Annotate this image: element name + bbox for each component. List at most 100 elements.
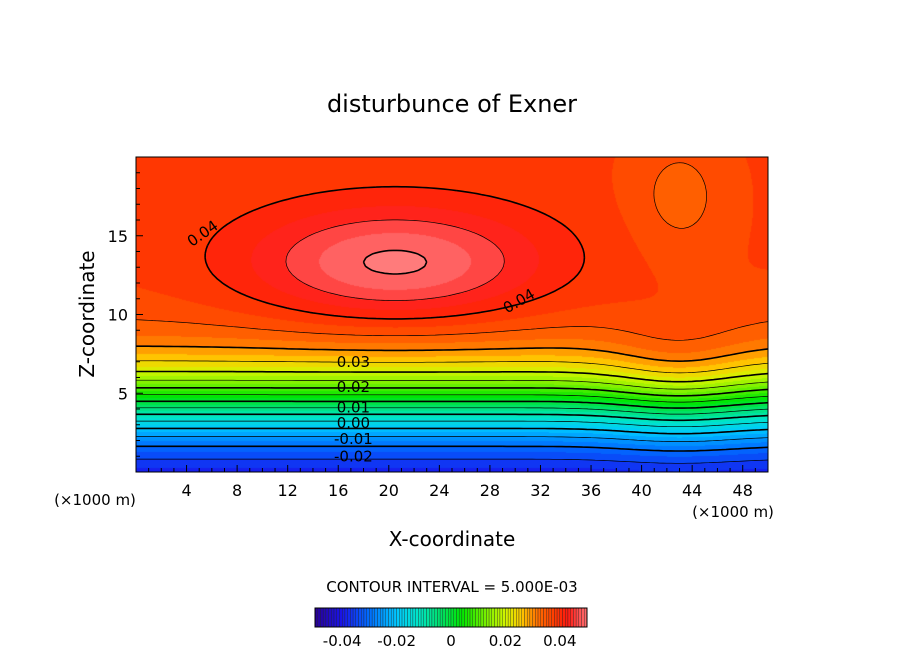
colorbar-cell xyxy=(366,607,370,628)
x-tick-label: 40 xyxy=(631,481,651,500)
contour-interval-text: CONTOUR INTERVAL = 5.000E-03 xyxy=(326,578,577,596)
contour-line xyxy=(136,394,769,403)
colorbar-cell xyxy=(469,607,473,628)
x-tick-label: 16 xyxy=(328,481,348,500)
contour-label: -0.01 xyxy=(334,430,373,448)
colorbar-cell xyxy=(445,607,449,628)
contour-line xyxy=(135,162,769,341)
colorbar-cell xyxy=(475,607,479,628)
colorbar-cell xyxy=(537,607,541,628)
colorbar-cell xyxy=(399,607,403,628)
colorbar-frame xyxy=(314,607,588,628)
contour-label: 0.01 xyxy=(337,398,370,416)
colorbar-cell xyxy=(426,607,430,628)
colorbar-cell xyxy=(556,607,560,628)
colorbar-cell xyxy=(431,607,435,628)
colorbar-cell xyxy=(442,607,446,628)
colorbar-tick-label: -0.02 xyxy=(377,632,416,650)
colorbar-cell xyxy=(322,607,327,628)
contour-line xyxy=(136,445,769,452)
colorbar-cell xyxy=(336,607,340,628)
colorbar-cell xyxy=(458,607,463,628)
y-tick-label: 15 xyxy=(108,227,128,246)
colorbar-tick-label: -0.04 xyxy=(323,632,362,650)
colorbar-cell xyxy=(355,607,359,628)
colorbar-cell xyxy=(499,607,503,628)
colorbar-cell xyxy=(333,607,337,628)
colorbar-cell xyxy=(453,607,457,628)
contour-line xyxy=(136,407,769,415)
plot-area: 0.040.040.030.020.010.00-0.01-0.02 xyxy=(135,156,769,473)
colorbar-tick-labels: -0.04 -0.02 0 0.02 0.04 xyxy=(323,632,577,650)
contour-line xyxy=(136,360,769,374)
colorbar-cell xyxy=(382,607,386,628)
x-tick-label: 28 xyxy=(480,481,500,500)
colorbar-cell xyxy=(339,607,343,628)
colorbar-cell xyxy=(429,607,433,628)
contour-line xyxy=(136,387,769,397)
colorbar-cell xyxy=(401,607,405,628)
colorbar-cell xyxy=(415,607,419,628)
colorbar: -0.04 -0.02 0 0.02 0.04 xyxy=(314,607,588,650)
x-tick-label: 36 xyxy=(581,481,601,500)
colorbar-cell xyxy=(420,607,424,628)
colorbar-cell xyxy=(578,607,582,628)
x-tick-label: 12 xyxy=(278,481,298,500)
x-tick-label: 24 xyxy=(429,481,449,500)
colorbar-cell xyxy=(325,607,329,628)
colorbar-cell xyxy=(331,607,335,628)
contour-line xyxy=(136,400,769,409)
colorbar-cell xyxy=(497,607,501,628)
colorbar-cell xyxy=(478,607,482,628)
y-tick-label: 5 xyxy=(118,384,128,403)
colorbar-cell xyxy=(350,607,354,628)
x-tick-label: 32 xyxy=(530,481,550,500)
contour-line xyxy=(136,436,769,442)
colorbar-cell xyxy=(358,607,362,628)
contour-label: 0.02 xyxy=(337,378,370,396)
colorbar-cell xyxy=(385,607,389,628)
colorbar-cell xyxy=(567,607,571,628)
colorbar-cell xyxy=(535,607,539,628)
colorbar-cell xyxy=(581,607,585,628)
x-unit-right: (×1000 m) xyxy=(692,503,774,521)
colorbar-cell xyxy=(328,607,332,628)
colorbar-cell xyxy=(374,607,378,628)
colorbar-cell xyxy=(404,607,408,628)
contour-label: -0.02 xyxy=(334,447,373,465)
colorbar-cell xyxy=(352,607,356,628)
x-tick-label: 8 xyxy=(232,481,242,500)
colorbar-cell xyxy=(551,607,555,628)
colorbar-cell xyxy=(407,607,411,628)
colorbar-cell xyxy=(347,607,351,628)
colorbar-cell xyxy=(437,607,441,628)
contour-line xyxy=(285,219,505,301)
colorbar-cell xyxy=(529,607,533,628)
x-unit-left: (×1000 m) xyxy=(54,491,136,509)
x-tick-label: 44 xyxy=(682,481,702,500)
colorbar-cell xyxy=(516,607,520,628)
contour-line xyxy=(136,370,769,383)
colorbar-cell xyxy=(434,607,438,628)
x-axis-label: X-coordinate xyxy=(389,527,516,551)
contour-line xyxy=(136,379,769,390)
contour-line xyxy=(362,249,428,275)
colorbar-cell xyxy=(575,607,580,628)
colorbar-cell xyxy=(361,607,365,628)
contour-label: 0.03 xyxy=(337,353,370,371)
colorbar-cell xyxy=(546,607,550,628)
colorbar-cell xyxy=(396,607,400,628)
colorbar-cell xyxy=(491,607,495,628)
colorbar-cell xyxy=(540,607,544,628)
x-tick-label: 4 xyxy=(181,481,191,500)
colorbar-cell xyxy=(439,607,444,628)
colorbar-cell xyxy=(344,607,348,628)
contour-fill xyxy=(136,157,768,472)
colorbar-cell xyxy=(467,607,471,628)
x-tick-label: 48 xyxy=(733,481,753,500)
colorbar-cell xyxy=(524,607,528,628)
contour-line xyxy=(136,420,769,428)
colorbar-cell xyxy=(369,607,373,628)
chart-title: disturbunce of Exner xyxy=(327,90,577,118)
